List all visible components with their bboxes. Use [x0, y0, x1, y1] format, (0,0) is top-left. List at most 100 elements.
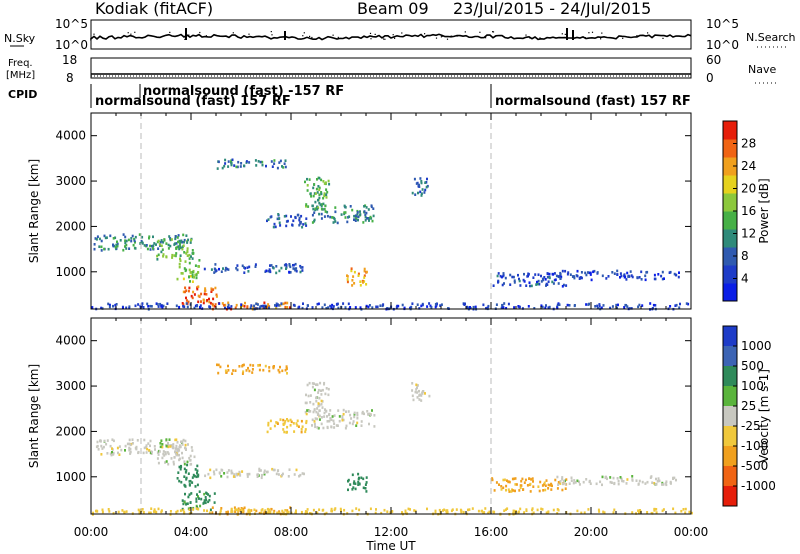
data-cell [341, 418, 344, 422]
data-cell [251, 368, 254, 371]
data-cell [323, 415, 326, 418]
data-cell [272, 511, 275, 515]
data-cell [275, 421, 278, 424]
colorbar-swatch [723, 121, 737, 140]
data-cell [172, 460, 175, 464]
data-cell [207, 472, 210, 476]
data-cell [655, 511, 658, 514]
data-cell [96, 440, 99, 444]
data-cell [316, 208, 319, 211]
data-cell [330, 425, 333, 428]
data-cell [241, 372, 244, 375]
data-cell [323, 411, 326, 415]
nsearch-dot [647, 32, 649, 34]
data-cell [404, 511, 407, 515]
data-cell [133, 239, 136, 243]
data-cell [247, 511, 250, 514]
data-cell [186, 247, 189, 250]
colorbar-tick-label: 25 [741, 399, 756, 413]
data-cell [274, 304, 276, 307]
data-cell [308, 410, 311, 413]
data-cell [631, 475, 634, 478]
nsearch-dot [199, 31, 201, 34]
data-cell [317, 412, 320, 415]
data-cell [338, 415, 341, 418]
data-cell [536, 282, 539, 286]
data-cell [202, 298, 205, 302]
data-cell [318, 508, 321, 511]
data-cell [128, 442, 131, 446]
data-cell [185, 503, 188, 506]
nsearch-dot [492, 31, 495, 33]
data-cell [104, 236, 107, 240]
data-cell [179, 259, 182, 262]
colorbar-swatch [723, 157, 737, 176]
data-cell [125, 243, 128, 247]
data-cell [333, 422, 336, 425]
data-cell [347, 302, 350, 306]
data-cell [243, 506, 246, 510]
data-cell [580, 511, 583, 515]
data-cell [289, 506, 292, 509]
data-cell [155, 510, 158, 514]
data-cell [224, 303, 227, 307]
data-cell [189, 241, 192, 244]
data-cell [219, 511, 222, 514]
data-cell [351, 284, 354, 287]
data-cell [416, 303, 419, 306]
data-cell [305, 393, 307, 397]
data-cell [284, 509, 287, 512]
data-cell [329, 409, 332, 412]
data-cell [196, 471, 198, 475]
data-cell [295, 269, 298, 273]
data-cell [334, 210, 337, 214]
data-cell [356, 416, 359, 420]
data-cell [130, 237, 133, 240]
data-cell [110, 453, 113, 457]
data-cell [557, 282, 560, 285]
data-cell [188, 257, 191, 260]
data-cell [234, 306, 237, 310]
data-cell [178, 453, 180, 457]
data-cell [321, 509, 324, 512]
data-cell [442, 509, 444, 512]
data-cell [502, 486, 505, 490]
data-cell [141, 242, 144, 245]
data-cell [303, 472, 305, 476]
data-cell [295, 267, 298, 270]
data-cell [278, 217, 281, 220]
data-cell [281, 165, 283, 168]
data-cell [161, 456, 164, 460]
data-cell [366, 410, 369, 413]
data-cell [209, 476, 212, 480]
data-cell [325, 196, 328, 199]
data-cell [368, 217, 371, 220]
data-cell [505, 307, 508, 310]
data-cell [629, 270, 632, 273]
data-cell [654, 304, 657, 307]
data-cell [313, 420, 316, 423]
data-cell [367, 305, 370, 309]
data-cell [203, 292, 206, 296]
data-cell [271, 467, 274, 471]
data-cell [188, 275, 190, 279]
cpid-segment-1: normalsound (fast) 157 RF [95, 94, 291, 109]
data-cell [167, 445, 170, 449]
data-cell [174, 242, 176, 245]
data-cell [362, 486, 365, 490]
data-cell [413, 177, 416, 181]
data-cell [503, 282, 505, 285]
data-cell [657, 477, 660, 480]
data-cell [543, 483, 546, 486]
data-cell [240, 162, 243, 165]
x-tick-label: 04:00 [174, 525, 209, 539]
data-cell [143, 244, 146, 247]
data-cell [178, 446, 181, 449]
data-cell [351, 208, 354, 212]
data-cell [249, 306, 252, 310]
data-cell [585, 303, 588, 306]
data-cell [545, 511, 548, 515]
data-cell [318, 176, 321, 180]
data-cell [203, 499, 206, 502]
